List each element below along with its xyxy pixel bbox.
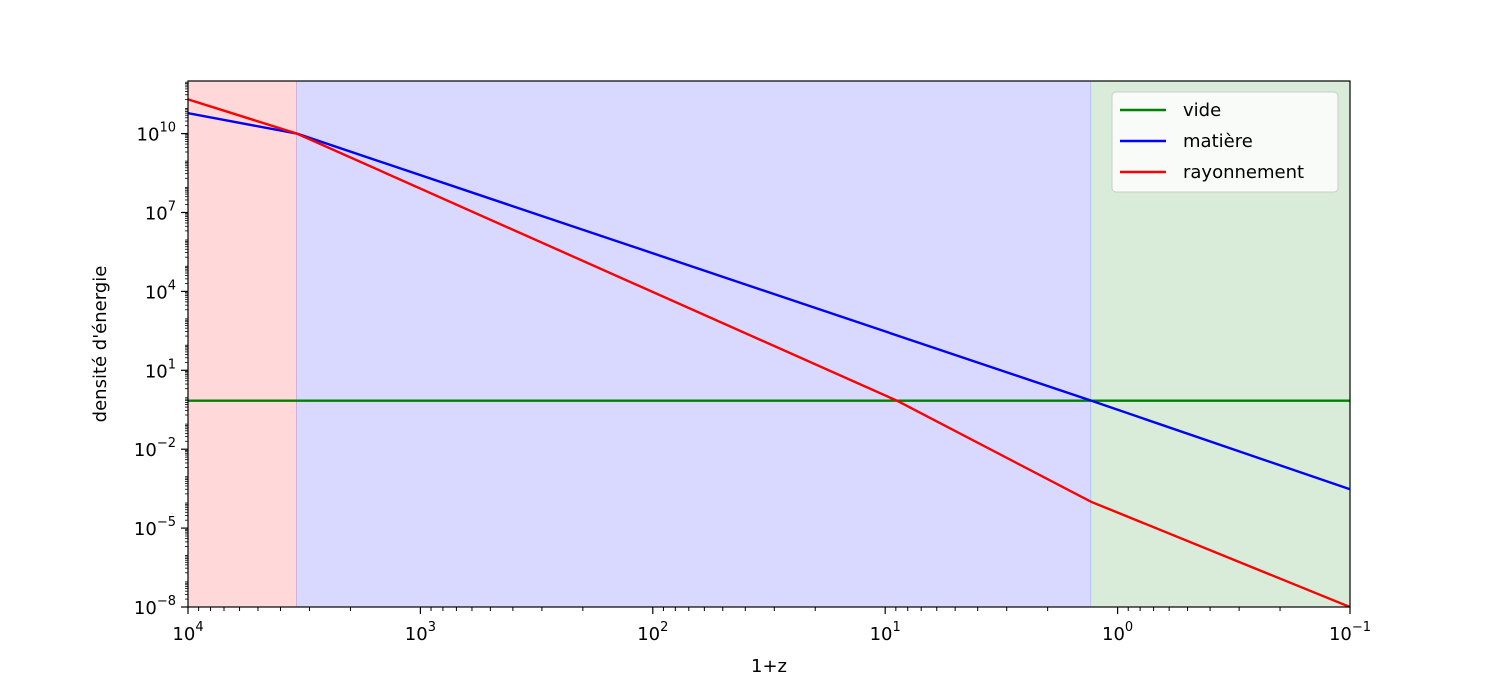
y-tick-label: 104 [145, 278, 176, 303]
legend-label: matière [1183, 131, 1253, 152]
legend-box [1111, 91, 1339, 193]
legend-label: vide [1183, 100, 1221, 121]
x-axis-ticks: 104 103 102 101 100 10−1 [172, 607, 1371, 645]
series-line-1 [188, 111, 1350, 491]
y-tick-label: 1010 [137, 121, 176, 146]
axes-frame [187, 80, 1351, 608]
y-axis-ticks: 10−8 10−5 10−2 101 104 107 1010 [134, 81, 188, 619]
legend: vide matière rayonnement [1111, 91, 1339, 193]
y-tick-label: 101 [145, 357, 176, 382]
x-tick-label: 103 [405, 620, 436, 645]
x-axis-label: 1+z [751, 656, 787, 677]
series-line-2 [188, 98, 1350, 607]
y-tick-label: 107 [145, 200, 176, 225]
x-tick-label: 102 [637, 620, 668, 645]
y-tick-label: 10−5 [134, 515, 176, 540]
x-tick-label: 10−1 [1329, 620, 1371, 645]
x-tick-label: 100 [1102, 620, 1133, 645]
x-tick-label: 101 [870, 620, 901, 645]
y-tick-label: 10−8 [134, 594, 176, 619]
y-tick-label: 10−2 [134, 436, 176, 461]
series-lines [188, 98, 1350, 607]
region-1 [296, 81, 1092, 607]
y-axis-label: densité d'énergie [90, 266, 111, 423]
legend-label: rayonnement [1183, 162, 1304, 183]
x-tick-label: 104 [172, 620, 203, 645]
region-0 [188, 81, 297, 607]
